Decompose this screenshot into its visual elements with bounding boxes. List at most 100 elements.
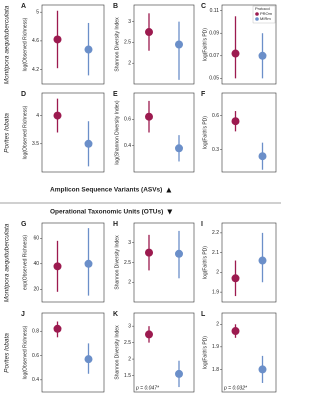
mean-point bbox=[145, 248, 153, 257]
y-tick-label: 2.1 bbox=[212, 250, 219, 256]
row-label: Montipora aequituberculata bbox=[4, 223, 11, 302]
y-axis-label: Shannon Diversity Index bbox=[114, 17, 120, 72]
y-axis-label: Shannon Diversity Index bbox=[114, 325, 120, 380]
y-tick-label: 0.4 bbox=[124, 143, 131, 149]
mean-point bbox=[231, 327, 240, 336]
section-arrow bbox=[167, 209, 173, 215]
y-axis-label: exp(Observed Richness) bbox=[22, 235, 28, 290]
y-tick-label: 0.8 bbox=[32, 329, 39, 335]
row-label: Porites lobata bbox=[4, 113, 11, 153]
mean-point bbox=[53, 35, 62, 44]
legend-swatch bbox=[255, 17, 259, 21]
y-tick-label: 4.6 bbox=[32, 38, 39, 44]
mean-point bbox=[258, 152, 267, 161]
y-axis-label: log(Observed Richness) bbox=[22, 17, 28, 71]
y-tick-label: 0.3 bbox=[212, 147, 219, 153]
y-tick-label: 3 bbox=[128, 323, 131, 329]
y-tick-label: 20 bbox=[33, 287, 39, 293]
y-tick-label: 2 bbox=[216, 322, 219, 328]
panel-letter: F bbox=[201, 91, 206, 98]
mean-point bbox=[258, 51, 267, 60]
y-tick-label: 0.07 bbox=[209, 53, 219, 59]
plot-frame bbox=[221, 222, 277, 303]
panel-letter: A bbox=[21, 3, 26, 10]
y-tick-label: 60 bbox=[33, 236, 39, 242]
plot-frame bbox=[41, 312, 105, 393]
mean-point bbox=[175, 249, 183, 258]
y-tick-label: 2 bbox=[128, 356, 131, 362]
y-tick-label: 0.6 bbox=[124, 117, 131, 123]
mean-point bbox=[145, 330, 153, 339]
mean-point bbox=[53, 262, 62, 271]
panel-letter: J bbox=[21, 311, 25, 318]
panel-letter: B bbox=[113, 3, 118, 10]
mean-point bbox=[145, 112, 153, 121]
mean-point bbox=[53, 111, 62, 120]
mean-point bbox=[231, 274, 240, 283]
plot-frame bbox=[41, 92, 105, 173]
plot-frame bbox=[41, 222, 105, 303]
section-caption: Operational Taxonomic Units (OTUs) bbox=[50, 209, 163, 216]
mean-point bbox=[84, 355, 93, 364]
y-tick-label: 3.5 bbox=[32, 141, 39, 147]
y-axis-label: log(Faith's PD) bbox=[202, 116, 208, 149]
annotation: p = 0.047* bbox=[135, 385, 160, 391]
panel-letter: D bbox=[21, 91, 26, 98]
y-tick-label: 4 bbox=[36, 113, 39, 119]
section-caption: Amplicon Sequence Variants (ASVs) bbox=[50, 187, 162, 194]
mean-point bbox=[53, 324, 62, 333]
plot-frame bbox=[221, 4, 277, 85]
y-tick-label: 2.5 bbox=[124, 340, 131, 346]
panel-letter: I bbox=[201, 221, 203, 228]
plot-frame bbox=[41, 4, 105, 85]
panel-letter: C bbox=[201, 3, 206, 10]
plot-frame bbox=[221, 312, 277, 393]
y-axis-label: Shannon Diversity Index bbox=[114, 235, 120, 290]
panel-letter: H bbox=[113, 221, 118, 228]
y-tick-label: 2 bbox=[128, 61, 131, 67]
panel-letter: L bbox=[201, 311, 206, 318]
y-tick-label: 1.9 bbox=[212, 344, 219, 350]
mean-point bbox=[84, 45, 93, 54]
panel-letter: G bbox=[21, 221, 27, 228]
plot-frame bbox=[133, 222, 195, 303]
mean-point bbox=[84, 139, 93, 148]
y-tick-label: 1.8 bbox=[212, 367, 219, 373]
y-tick-label: 3 bbox=[128, 19, 131, 25]
row-label: Porites lobata bbox=[4, 333, 11, 373]
mean-point bbox=[145, 28, 153, 37]
mean-point bbox=[258, 256, 267, 265]
legend-label: MIRm bbox=[260, 16, 271, 21]
annotation: p = 0.032* bbox=[223, 385, 248, 391]
y-tick-label: 4.2 bbox=[32, 67, 39, 73]
plot-frame bbox=[133, 92, 195, 173]
y-tick-label: 0.05 bbox=[209, 76, 219, 82]
y-axis-label: log(Observed Richness) bbox=[22, 325, 28, 379]
y-tick-label: 0.11 bbox=[210, 8, 220, 14]
row-label: Montipora aequituberculata bbox=[4, 5, 11, 84]
y-axis-label: log(Faith's PD) bbox=[202, 28, 208, 61]
plot-frame bbox=[133, 4, 195, 85]
panel-letter: K bbox=[113, 311, 118, 318]
y-tick-label: 40 bbox=[33, 261, 39, 267]
y-axis-label: log(Shannon Diversity Index) bbox=[114, 100, 120, 165]
y-tick-label: 2 bbox=[128, 280, 131, 286]
mean-point bbox=[175, 144, 183, 153]
y-tick-label: 0.4 bbox=[32, 377, 39, 383]
mean-point bbox=[175, 40, 183, 49]
plot-frame bbox=[221, 92, 277, 173]
y-tick-label: 2.5 bbox=[124, 40, 131, 46]
y-tick-label: 0.6 bbox=[32, 353, 39, 359]
legend-label: PROm bbox=[260, 11, 273, 16]
mean-point bbox=[175, 369, 183, 378]
mean-point bbox=[84, 259, 93, 268]
y-axis-label: log(Faith's PD) bbox=[202, 246, 208, 279]
mean-point bbox=[231, 49, 240, 58]
panel-letter: E bbox=[113, 91, 118, 98]
mean-point bbox=[231, 117, 240, 126]
legend-swatch bbox=[255, 12, 259, 16]
plot-frame bbox=[133, 312, 195, 393]
legend-title: Protocol bbox=[255, 6, 270, 11]
y-axis-label: log(Faith's PD) bbox=[202, 336, 208, 369]
